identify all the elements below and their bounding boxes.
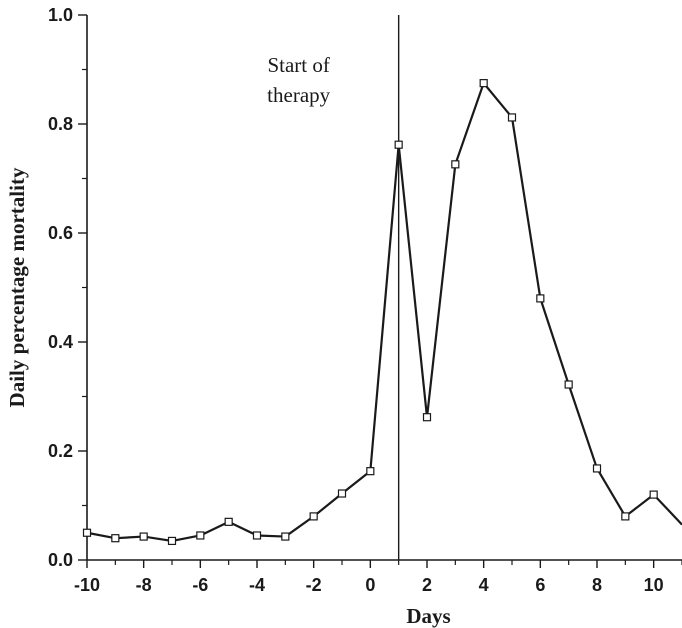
data-point-marker	[366, 467, 375, 476]
series-layer	[86, 82, 682, 543]
x-tick-label: 4	[479, 575, 489, 595]
marker-layer	[82, 79, 658, 546]
x-tick-label: 0	[365, 575, 375, 595]
data-point-marker	[536, 294, 545, 303]
x-tick-label: 6	[535, 575, 545, 595]
y-tick-label: 0.4	[48, 332, 73, 352]
data-point-marker	[111, 534, 120, 543]
x-tick-label: -8	[136, 575, 152, 595]
data-point-marker	[82, 528, 92, 537]
data-point-marker	[281, 532, 290, 541]
data-point-marker	[564, 380, 573, 389]
x-tick-label: 8	[592, 575, 602, 595]
therapy-annotation-text: Start of	[267, 53, 329, 77]
therapy-annotation-text: therapy	[267, 83, 330, 107]
data-point-marker	[252, 531, 262, 540]
data-point-marker	[309, 512, 318, 521]
data-point-marker	[507, 113, 517, 122]
data-point-marker	[592, 464, 602, 473]
x-tick-label: -6	[192, 575, 208, 595]
y-tick-label: 1.0	[48, 5, 73, 25]
data-point-marker	[224, 517, 233, 526]
y-axis-title: Daily percentage mortality	[5, 167, 29, 407]
data-point-marker	[479, 79, 488, 88]
x-tick-label: -4	[249, 575, 265, 595]
y-tick-label: 0.0	[48, 550, 73, 570]
data-point-marker	[139, 532, 148, 541]
data-point-marker	[196, 531, 205, 540]
data-point-marker	[167, 536, 177, 546]
x-tick-label: -10	[74, 575, 100, 595]
y-tick-label: 0.6	[48, 223, 73, 243]
y-tick-label: 0.8	[48, 114, 73, 134]
data-point-marker	[394, 140, 403, 149]
x-tick-label: 2	[422, 575, 432, 595]
x-tick-label: 10	[644, 575, 664, 595]
data-point-marker	[649, 490, 658, 499]
x-tick-label: -2	[306, 575, 322, 595]
data-point-marker	[337, 489, 347, 498]
series-line	[86, 82, 682, 543]
x-axis-title: Days	[406, 604, 450, 628]
axes-layer	[78, 14, 682, 568]
data-point-marker	[621, 512, 630, 521]
data-point-marker	[422, 413, 432, 422]
label-layer: 0.0 0.2 0.4 0.6 0.8 1.0 -10 -8 -6 -4 -2 0 2 4 6 8 10 Days…	[5, 5, 664, 628]
data-point-marker	[451, 160, 460, 169]
y-tick-label: 0.2	[48, 441, 73, 461]
